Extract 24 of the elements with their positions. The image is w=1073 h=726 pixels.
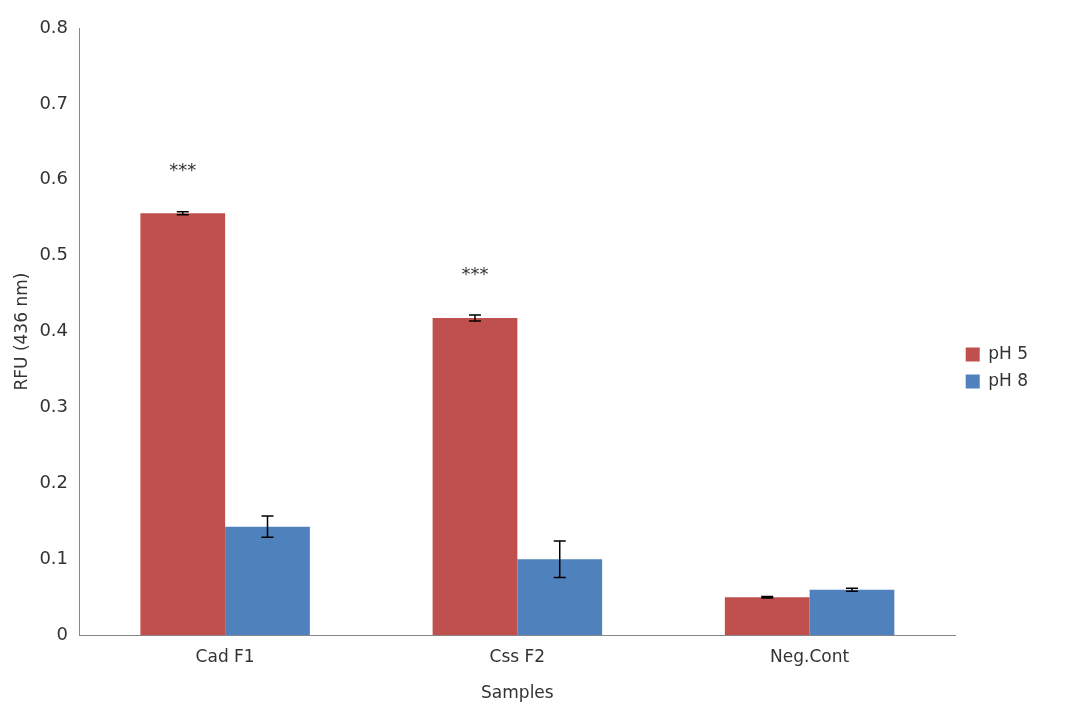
- bar: [140, 213, 226, 636]
- y-tick-label: 0.3: [39, 395, 69, 417]
- legend-label: pH 8: [988, 369, 1028, 390]
- y-tick-label: 0.4: [39, 319, 69, 341]
- annotation: ***: [169, 159, 197, 181]
- y-tick-label: 0: [56, 622, 69, 644]
- x-axis-title: Samples: [481, 682, 554, 703]
- y-tick-label: 0.6: [39, 167, 69, 189]
- x-tick-label: Neg.Cont: [770, 645, 850, 666]
- x-tick-label: Css F2: [489, 645, 546, 666]
- y-tick-label: 0.2: [39, 471, 69, 493]
- y-tick-label: 0.1: [39, 546, 69, 568]
- bar: [724, 597, 810, 636]
- x-tick-label: Cad F1: [195, 645, 255, 666]
- bar: [225, 526, 310, 636]
- bar: [432, 317, 518, 636]
- y-tick-label: 0.7: [39, 91, 69, 113]
- y-tick-label: 0.8: [39, 15, 69, 37]
- legend-label: pH 5: [988, 342, 1028, 363]
- annotation: ***: [461, 262, 489, 284]
- bar: [517, 559, 603, 636]
- y-axis-title: RFU (436 nm): [10, 272, 31, 391]
- bar: [809, 589, 895, 636]
- y-tick-label: 0.5: [39, 243, 69, 265]
